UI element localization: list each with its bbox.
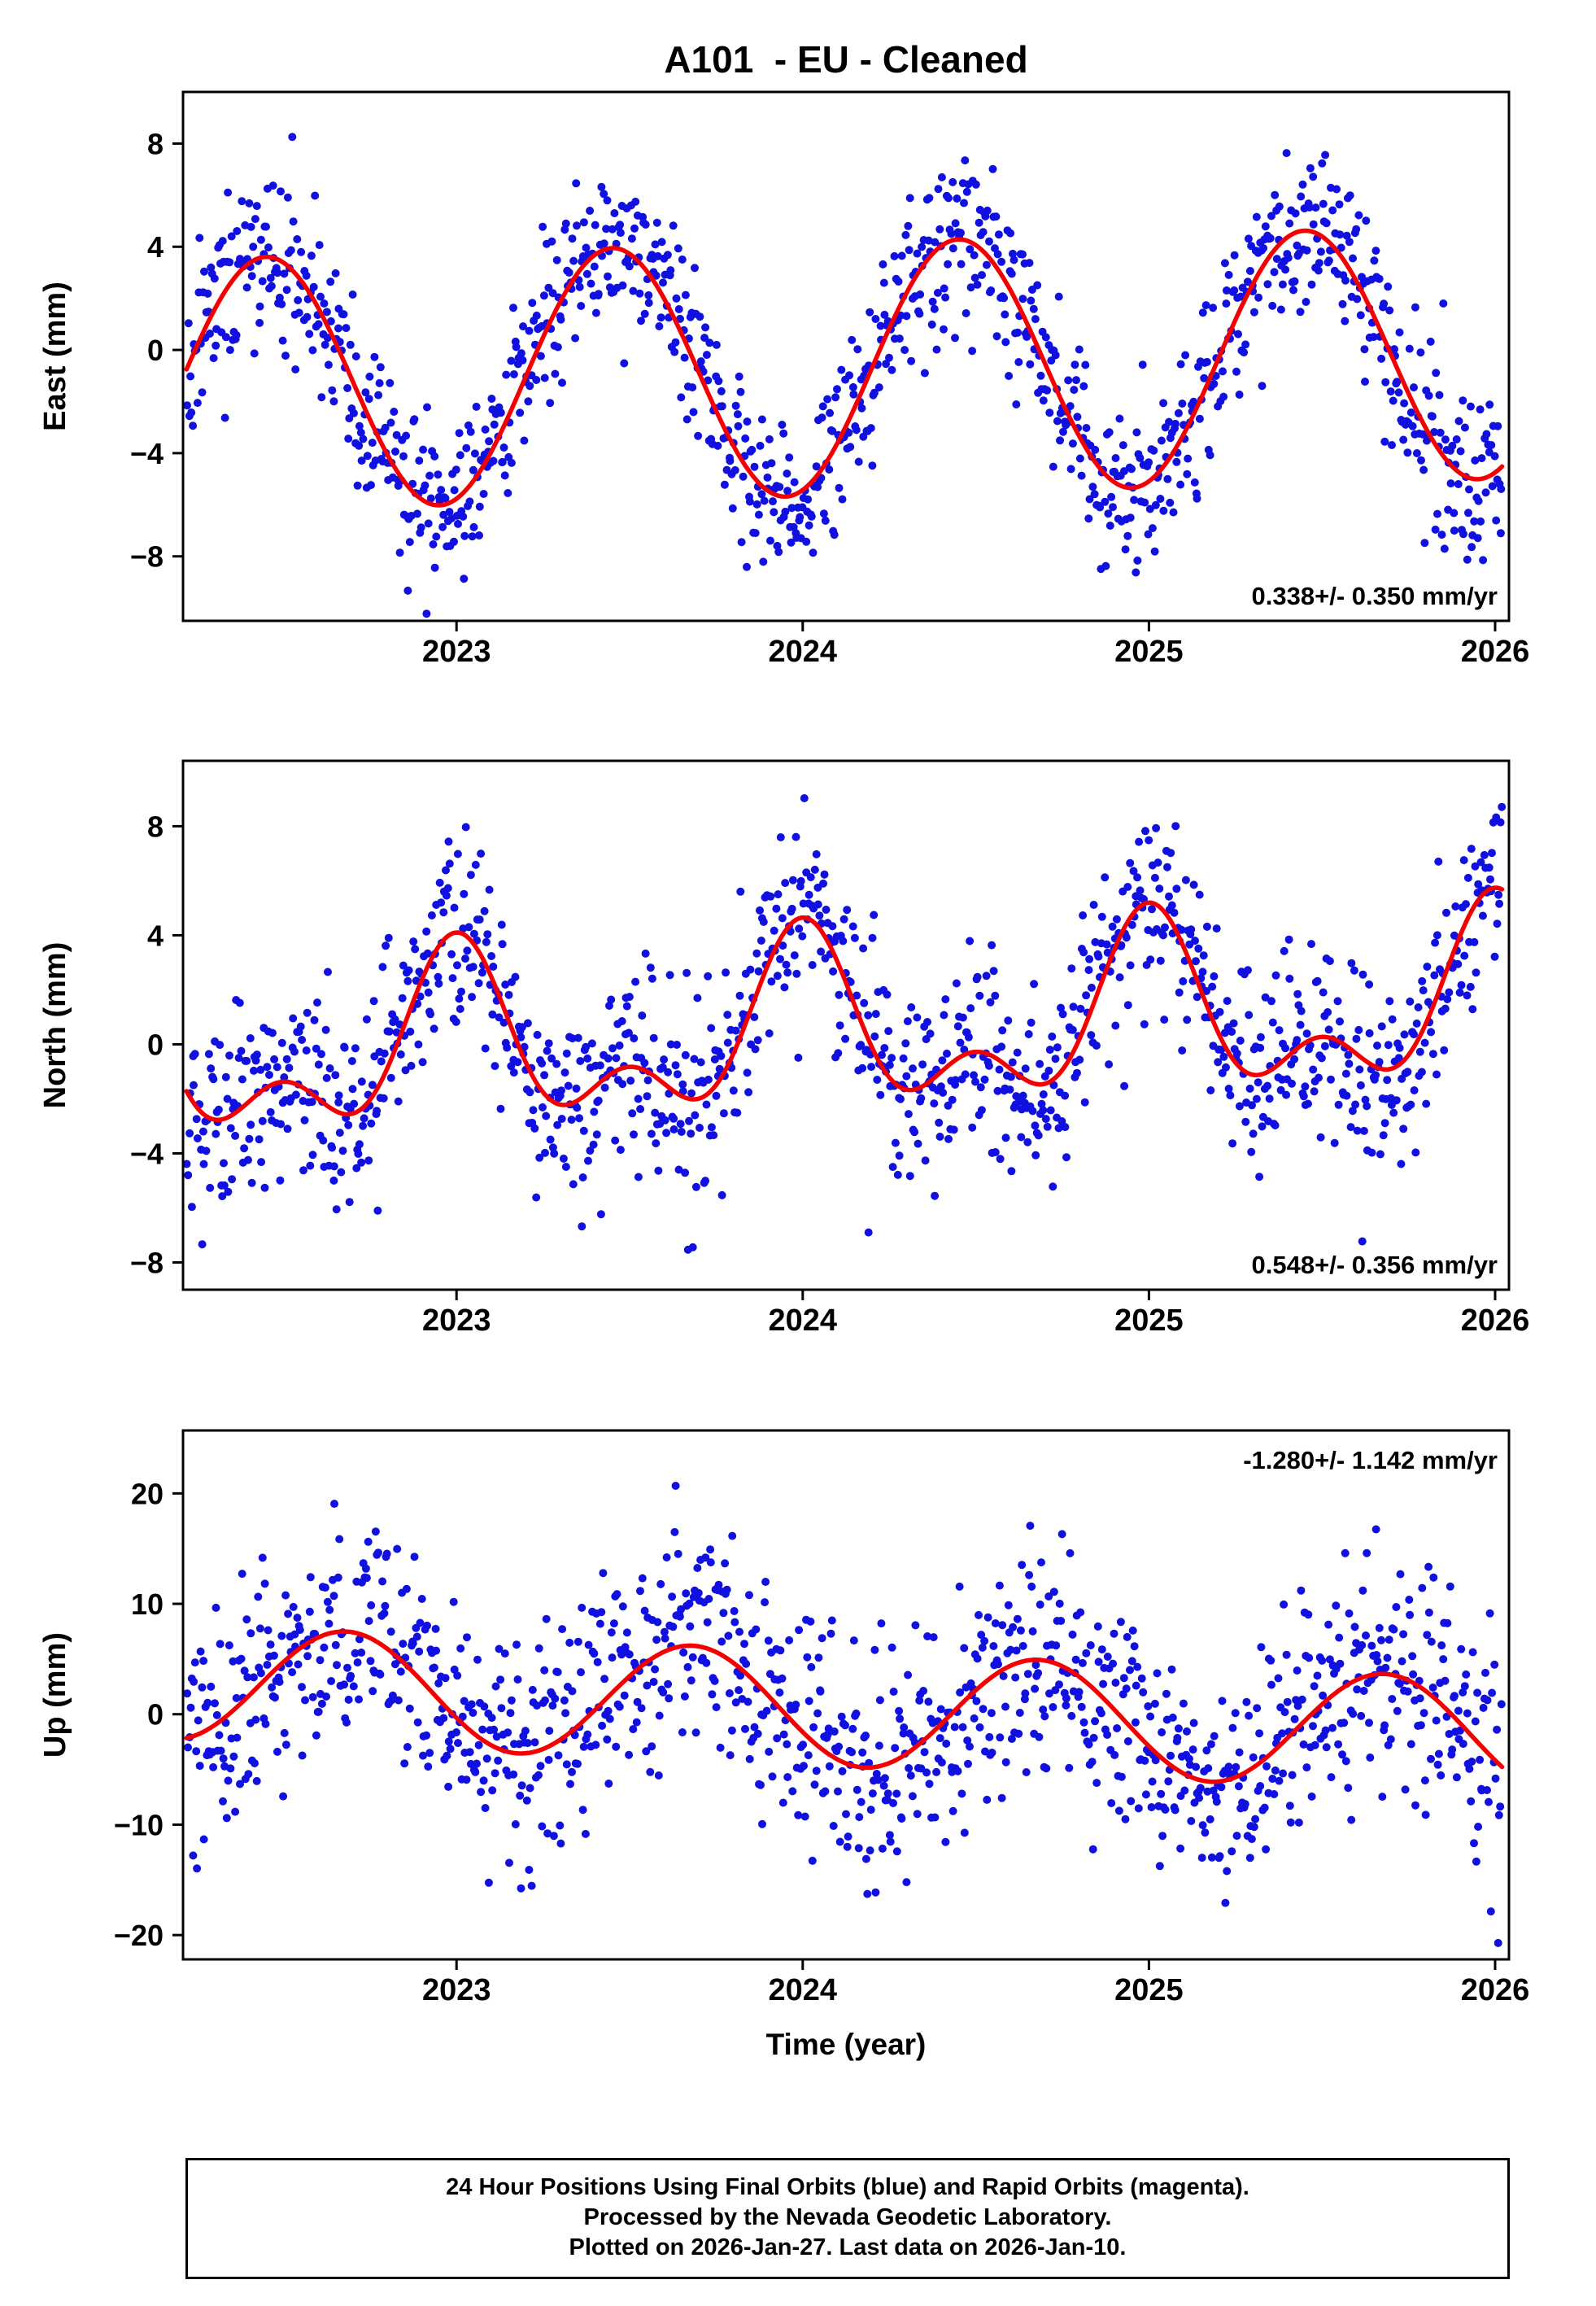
x-tick-label: 2026 (1461, 1973, 1530, 2007)
footer-line-dates: Plotted on 2026-Jan-27. Last data on 202… (569, 2234, 1127, 2260)
velocity-annotation: -1.280+/- 1.142 mm/yr (1243, 1446, 1498, 1474)
x-tick-label: 2025 (1114, 1304, 1184, 1338)
x-tick-label: 2023 (422, 1973, 491, 2007)
y-tick-label: −4 (130, 437, 164, 470)
velocity-annotation: 0.338+/- 0.350 mm/yr (1252, 582, 1498, 610)
y-tick-label: −20 (114, 1919, 164, 1952)
east-chart: −8 −4 0 4 8 2023 2024 2025 2026 East (mm) 0.338+/-… (38, 90, 1530, 669)
y-tick-label: 8 (147, 810, 164, 843)
y-tick-label: −8 (130, 540, 164, 574)
x-tick-label: 2025 (1114, 1973, 1184, 2007)
scatter-points (183, 133, 1506, 618)
x-tick-label: 2026 (1461, 635, 1530, 669)
plot-frame (181, 1429, 1511, 1961)
x-tick-label: 2024 (769, 1973, 838, 2007)
footer-caption-box: 24 Hour Positions Using Final Orbits (bl… (185, 2158, 1510, 2279)
footer-line-orbits: 24 Hour Positions Using Final Orbits (bl… (446, 2174, 1249, 2200)
x-tick-label: 2024 (769, 1304, 838, 1338)
y-tick-label: 20 (131, 1477, 164, 1510)
north-chart: −8 −4 0 4 8 2023 2024 2025 2026 North (mm) 0.548+/… (38, 759, 1530, 1338)
x-tick-label: 2023 (422, 635, 491, 669)
y-tick-label: 0 (147, 1698, 164, 1732)
y-axis-label: Up (mm) (38, 1632, 72, 1758)
plot-frame (181, 90, 1511, 622)
model-fit-curve (184, 1629, 1505, 1784)
x-tick-label: 2024 (769, 635, 838, 669)
x-axis-label: Time (year) (765, 2028, 927, 2061)
y-tick-label: 8 (147, 127, 164, 160)
velocity-annotation: 0.548+/- 0.356 mm/yr (1252, 1251, 1498, 1279)
y-tick-label: 0 (147, 334, 164, 367)
y-tick-label: 0 (147, 1028, 164, 1061)
y-axis-label: East (mm) (38, 282, 72, 431)
up-chart: −20 −10 0 10 20 2023 2024 2025 2026 Up (mm) -1.280… (38, 1429, 1530, 2007)
model-fit-curve (184, 228, 1505, 508)
x-tick-label: 2026 (1461, 1304, 1530, 1338)
y-tick-label: −10 (114, 1808, 164, 1841)
x-tick-label: 2025 (1114, 635, 1184, 669)
y-tick-label: 10 (131, 1588, 164, 1621)
x-tick-label: 2023 (422, 1304, 491, 1338)
scatter-points (183, 1482, 1506, 1947)
y-tick-label: 4 (147, 230, 164, 264)
page-title: A101 - EU - Cleaned (664, 38, 1028, 81)
footer-line-lab: Processed by the Nevada Geodetic Laborat… (583, 2204, 1112, 2230)
y-tick-label: −4 (130, 1137, 164, 1170)
model-fit-curve (184, 885, 1505, 1123)
y-tick-label: 4 (147, 919, 164, 952)
y-axis-label: North (mm) (38, 942, 72, 1109)
y-tick-label: −8 (130, 1246, 164, 1279)
scatter-points (183, 794, 1507, 1254)
plot-frame (181, 759, 1511, 1291)
